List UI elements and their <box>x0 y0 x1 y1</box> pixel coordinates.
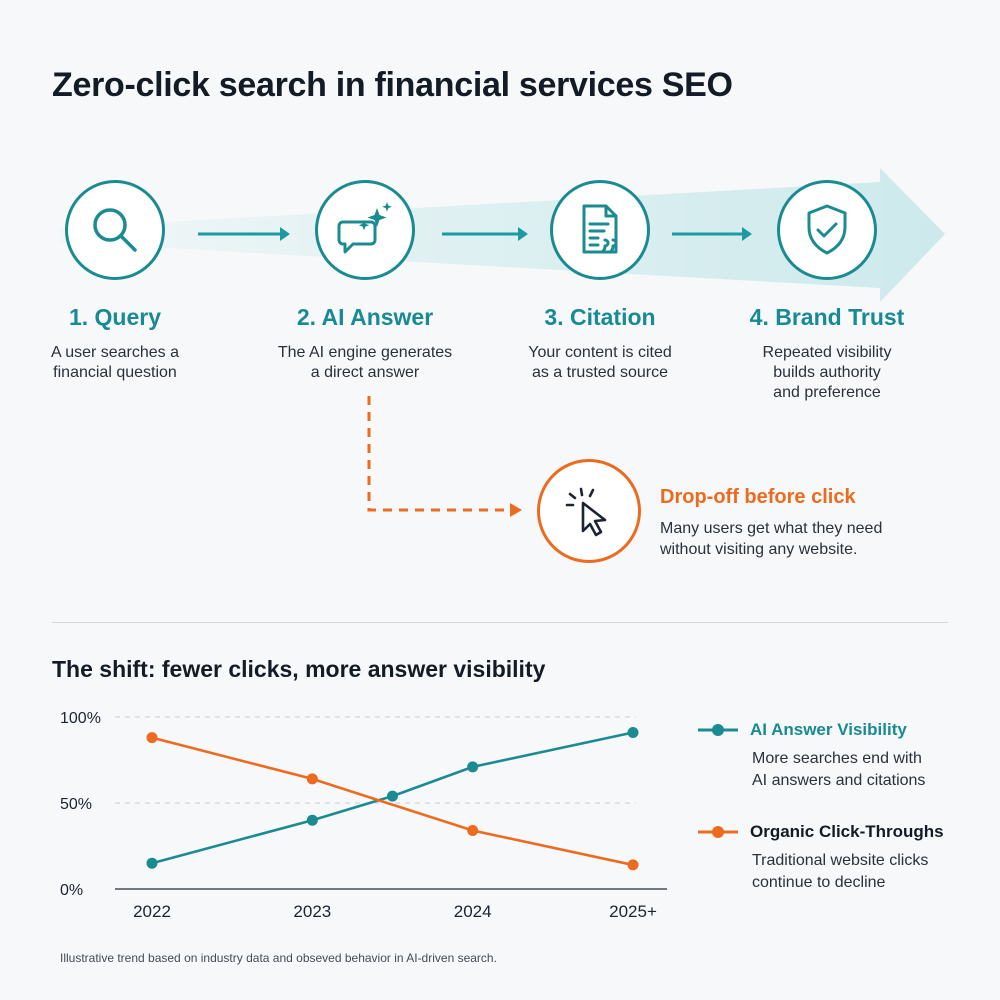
data-point <box>387 790 398 802</box>
step-citation: 3. Citation Your content is cited as a t… <box>500 180 700 383</box>
shield-check-icon <box>777 180 877 280</box>
data-point <box>146 857 158 869</box>
y-tick-label: 50% <box>60 796 92 813</box>
data-point <box>467 825 479 837</box>
step-label: 3. Citation <box>544 304 656 330</box>
step-brand-trust: 4. Brand Trust Repeated visibility build… <box>727 180 927 403</box>
series-line-organic-clicks <box>151 736 634 867</box>
data-point <box>467 761 479 773</box>
x-tick-label: 2023 <box>293 902 331 921</box>
x-tick-label: 2024 <box>454 902 492 921</box>
legend-description: More searches end with AI answers and ci… <box>752 750 926 789</box>
data-point <box>306 814 318 826</box>
y-tick-label: 0% <box>60 882 83 899</box>
x-tick-label: 2022 <box>133 902 171 921</box>
dropoff-title: Drop-off before click <box>660 486 856 508</box>
legend-item-organic-clicks: Organic Click-Throughs Traditional websi… <box>696 822 952 894</box>
dropoff-connector <box>367 396 522 517</box>
ai-chat-sparkle-icon <box>315 180 415 280</box>
step-description: The AI engine generates a direct answer <box>277 344 453 381</box>
step-description: Your content is cited as a trusted sourc… <box>528 344 672 381</box>
cursor-click-icon <box>537 459 641 563</box>
step-label: 4. Brand Trust <box>749 304 905 330</box>
flow-arrow <box>672 227 752 241</box>
data-point <box>627 726 639 738</box>
step-label: 2. AI Answer <box>296 304 434 330</box>
x-tick-label: 2025+ <box>609 902 657 921</box>
data-point <box>306 773 318 785</box>
legend-description: Traditional website clicks continue to d… <box>752 852 929 891</box>
section-divider <box>52 622 948 623</box>
legend-swatch <box>698 826 738 838</box>
search-icon <box>65 180 165 280</box>
step-query: 1. Query A user searches a financial que… <box>15 180 215 383</box>
data-point <box>146 732 158 744</box>
flow-arrow <box>442 227 528 241</box>
data-point <box>627 859 639 871</box>
footnote: Illustrative trend based on industry dat… <box>60 951 497 965</box>
step-description: A user searches a financial question <box>50 344 180 381</box>
page-title: Zero-click search in financial services … <box>52 66 733 104</box>
chart-title: The shift: fewer clicks, more answer vis… <box>52 656 546 682</box>
flow-arrow <box>198 227 290 241</box>
step-ai-answer: 2. AI Answer The AI engine generates a d… <box>265 180 465 383</box>
step-label: 1. Query <box>68 304 162 330</box>
legend-swatch <box>698 724 738 736</box>
legend-label: AI Answer Visibility <box>750 720 907 739</box>
legend-item-ai-visibility: AI Answer Visibility More searches end w… <box>696 720 952 792</box>
legend-label: Organic Click-Throughs <box>750 822 944 841</box>
step-description: Repeated visibility builds authority and… <box>762 344 892 401</box>
document-quote-icon <box>550 180 650 280</box>
dropoff-description: Many users get what they need without vi… <box>660 520 883 558</box>
y-tick-label: 100% <box>60 710 101 727</box>
